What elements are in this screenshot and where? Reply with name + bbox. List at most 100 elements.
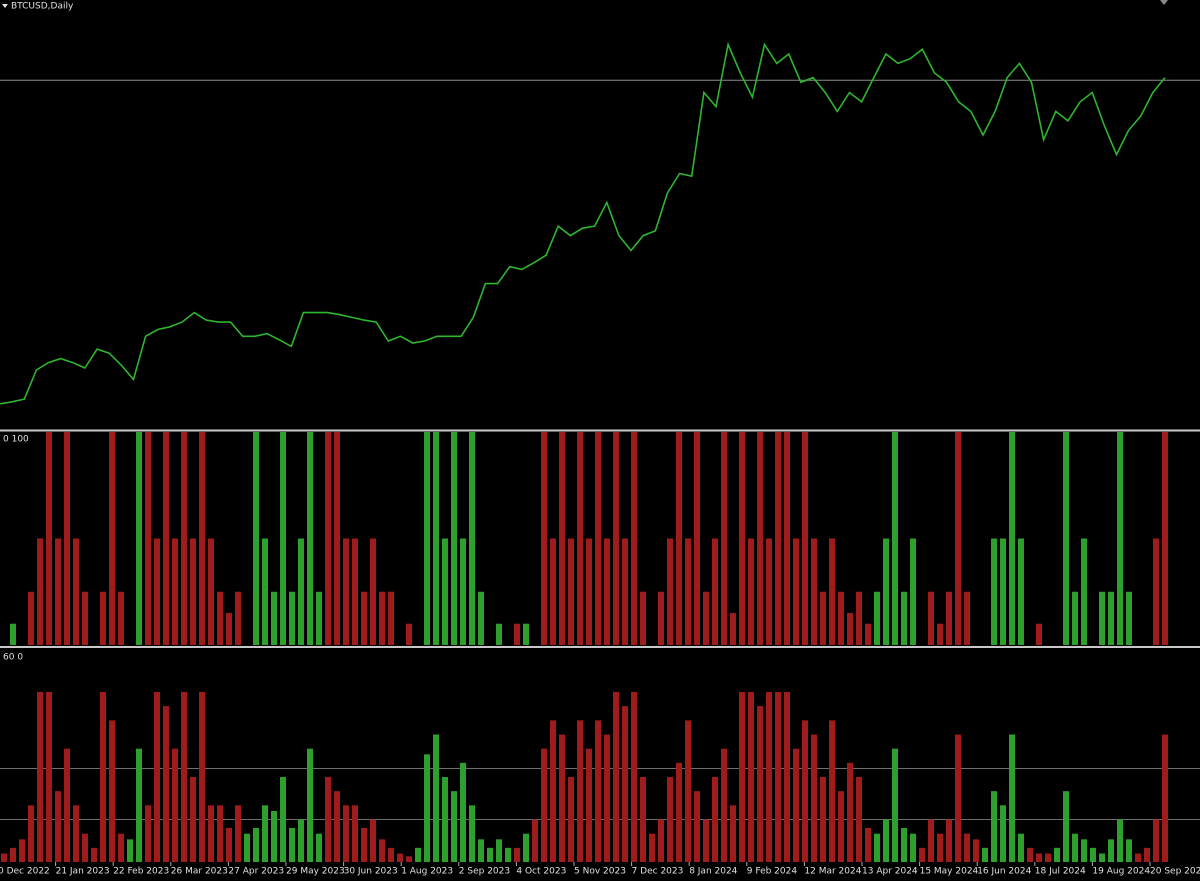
histogram-bar — [676, 432, 682, 645]
histogram-bar — [775, 692, 781, 862]
scroll-marker[interactable] — [1160, 0, 1168, 5]
time-label: 4 Oct 2023 — [516, 867, 566, 877]
histogram-bar — [1072, 833, 1078, 862]
histogram-bar — [226, 613, 232, 645]
time-label: 21 Jan 2023 — [56, 867, 110, 877]
histogram-bar — [388, 591, 394, 645]
histogram-bar — [793, 538, 799, 645]
histogram-bar — [568, 777, 574, 862]
histogram-bar — [82, 833, 88, 862]
histogram-bar — [703, 819, 709, 862]
histogram-bar — [1009, 734, 1015, 862]
time-label: 18 Jul 2024 — [1035, 867, 1086, 877]
histogram-bar — [487, 847, 493, 862]
histogram-bar — [883, 819, 889, 862]
histogram-bar — [874, 833, 880, 862]
histogram-bar — [514, 623, 520, 645]
plot-layer: 0 100 60 0 0 Dec 2022 21 Jan 2023 22 Feb 202… — [0, 41, 1200, 877]
histogram-bar — [1036, 853, 1042, 862]
histogram-bar — [478, 839, 484, 862]
histogram-bar — [802, 720, 808, 862]
histogram-bar — [325, 432, 331, 645]
time-label: 19 Aug 2024 — [1092, 867, 1150, 877]
histogram-bar — [361, 591, 367, 645]
histogram-bar — [37, 692, 43, 862]
time-label: 20 Sep 2024 — [1150, 867, 1200, 877]
histogram-bar — [1018, 833, 1024, 862]
histogram-bar — [28, 805, 34, 862]
histogram-bar — [1108, 591, 1114, 645]
histogram-bar — [928, 591, 934, 645]
histogram-bar — [1045, 853, 1051, 862]
histogram-bar — [451, 432, 457, 645]
histogram-bar — [532, 819, 538, 862]
histogram-bar — [226, 828, 232, 862]
histogram-bar — [433, 432, 439, 645]
histogram-bar — [244, 833, 250, 862]
histogram-bar — [100, 591, 106, 645]
histogram-bar — [496, 839, 502, 862]
histogram-bar — [199, 692, 205, 862]
histogram-bar — [604, 538, 610, 645]
histogram-bar — [361, 828, 367, 862]
histogram-bar — [271, 811, 277, 862]
histogram-bar — [235, 805, 241, 862]
histogram-bar — [190, 777, 196, 862]
histogram-bar — [802, 432, 808, 645]
histogram-bar — [901, 828, 907, 862]
histogram-bar — [199, 432, 205, 645]
menu-arrow[interactable] — [2, 4, 8, 8]
histogram-bar — [937, 833, 943, 862]
histogram-bar — [379, 839, 385, 862]
histogram-bar — [1081, 538, 1087, 645]
histogram-bar — [289, 828, 295, 862]
histogram-bar — [1162, 432, 1168, 645]
histogram-bar — [730, 805, 736, 862]
histogram-bar — [550, 720, 556, 862]
histogram-bar — [334, 432, 340, 645]
histogram-bar — [748, 692, 754, 862]
time-label: 8 Jan 2024 — [689, 867, 737, 877]
histogram-bar — [1117, 819, 1123, 862]
histogram-bar — [1108, 839, 1114, 862]
histogram-bar — [577, 432, 583, 645]
histogram-bar — [595, 432, 601, 645]
histogram-bar — [991, 791, 997, 862]
time-label: 5 Nov 2023 — [574, 867, 626, 877]
histogram-bar — [1000, 805, 1006, 862]
time-label: 1 Aug 2023 — [401, 867, 453, 877]
histogram-bar — [1126, 591, 1132, 645]
histogram-bar — [1126, 839, 1132, 862]
histogram-bar — [1072, 591, 1078, 645]
histogram-bar — [1135, 853, 1141, 862]
histogram-bar — [163, 432, 169, 645]
histogram-bar — [424, 432, 430, 645]
histogram-bar — [685, 720, 691, 862]
histogram-bar — [910, 538, 916, 645]
time-label: 30 Jun 2023 — [344, 867, 398, 877]
histogram-bar — [1099, 591, 1105, 645]
histogram-bar — [1153, 538, 1159, 645]
histogram-bar — [307, 432, 313, 645]
histogram-bar — [757, 432, 763, 645]
histogram-bar — [703, 591, 709, 645]
histogram-bar — [379, 591, 385, 645]
histogram-bar — [550, 538, 556, 645]
histogram-bar — [352, 538, 358, 645]
histogram-bar — [271, 591, 277, 645]
histogram-bar — [973, 839, 979, 862]
histogram-bar — [73, 538, 79, 645]
time-label: 13 Apr 2024 — [862, 867, 918, 877]
histogram-bar — [685, 538, 691, 645]
histogram-bar — [262, 805, 268, 862]
histogram-bar — [10, 623, 16, 645]
histogram-bar — [541, 748, 547, 862]
histogram-bar — [460, 762, 466, 862]
histogram-bar — [820, 591, 826, 645]
histogram-bar — [172, 748, 178, 862]
histogram-bar — [721, 432, 727, 645]
histogram-bar — [127, 839, 133, 862]
histogram-bar — [55, 538, 61, 645]
time-label: 15 May 2024 — [920, 867, 979, 877]
histogram-bar — [424, 754, 430, 862]
